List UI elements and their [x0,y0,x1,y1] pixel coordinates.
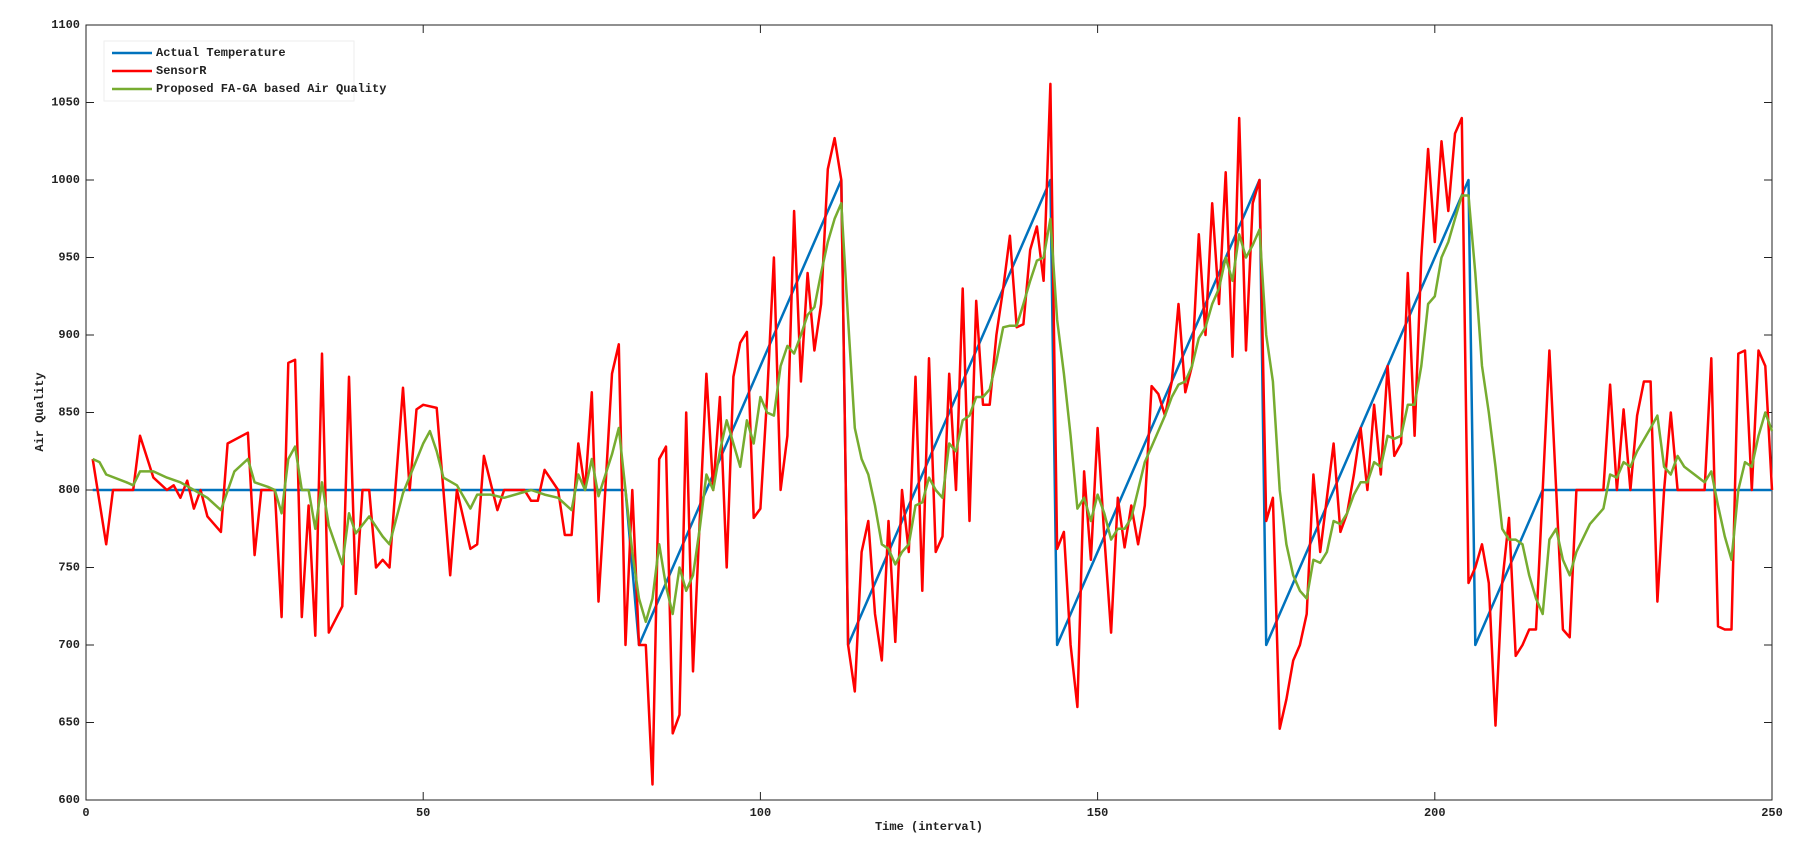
legend-label: Actual Temperature [156,46,286,60]
y-tick-label: 850 [58,406,80,420]
y-tick-label: 600 [58,793,80,807]
x-tick-label: 0 [82,806,89,820]
x-tick-label: 100 [750,806,772,820]
series-line [92,194,1774,624]
x-tick-label: 50 [416,806,430,820]
y-tick-label: 1050 [51,96,80,110]
y-tick-label: 700 [58,638,80,652]
y-axis-label: Air Quality [33,372,47,451]
x-tick-label: 200 [1424,806,1446,820]
y-tick-label: 1100 [51,18,80,32]
y-tick-label: 1000 [51,173,80,187]
series-line [92,178,1772,647]
x-axis-label: Time (interval) [875,820,983,834]
y-tick-label: 950 [58,251,80,265]
y-tick-label: 650 [58,716,80,730]
x-tick-label: 150 [1087,806,1109,820]
y-tick-label: 900 [58,328,80,342]
legend-label: Proposed FA-GA based Air Quality [156,82,386,96]
legend-label: SensorR [156,64,207,78]
plot-frame [85,24,1773,801]
series-line [91,82,1774,786]
x-tick-label: 250 [1761,806,1783,820]
y-tick-label: 750 [58,561,80,575]
y-tick-label: 800 [58,483,80,497]
